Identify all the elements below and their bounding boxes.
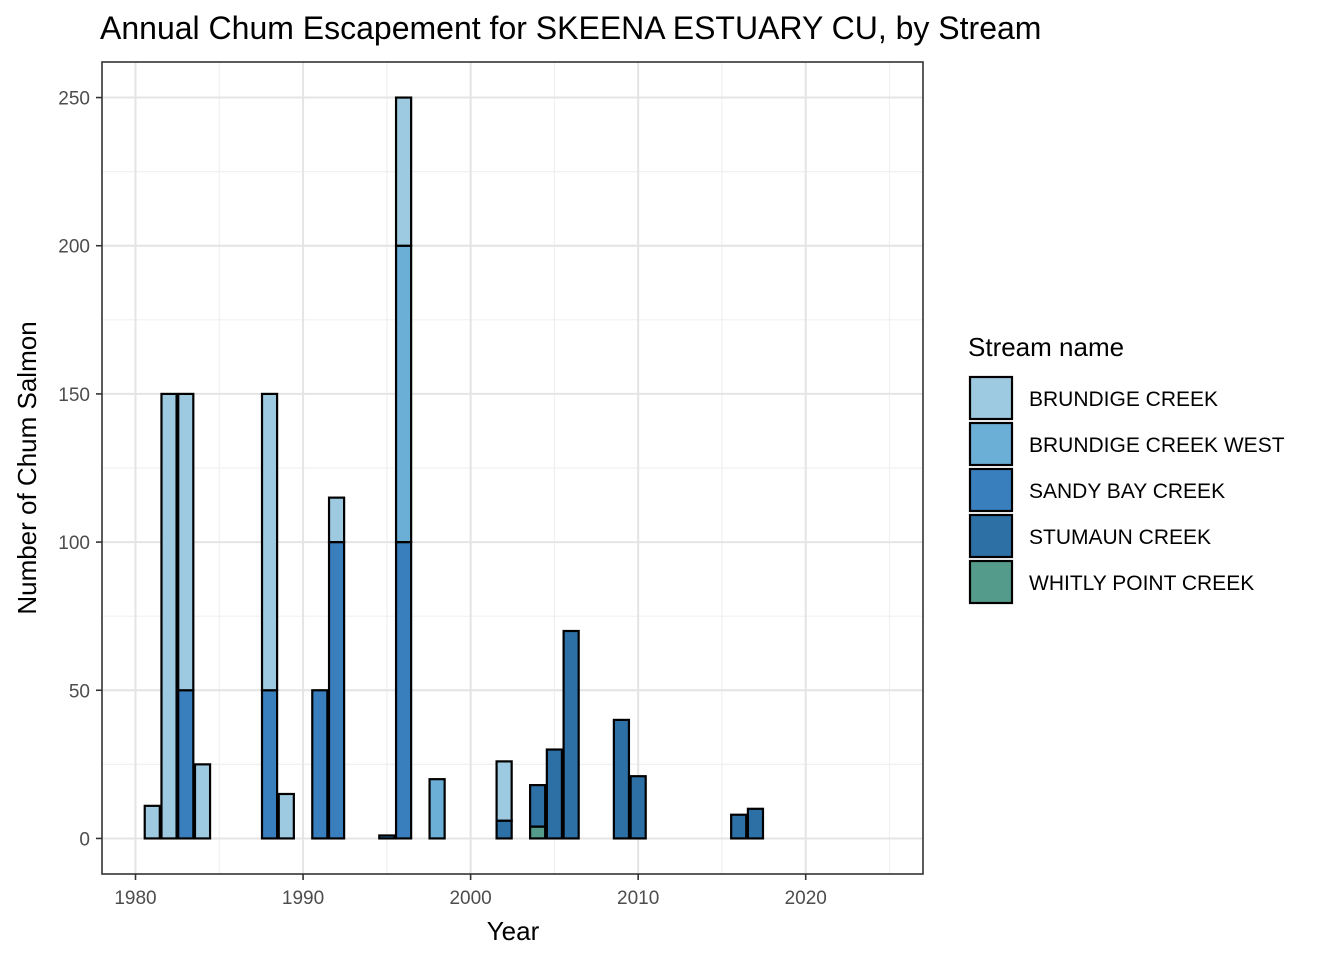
bar-segment (277, 792, 295, 840)
legend-swatch (968, 513, 1014, 559)
bar-segment (177, 689, 195, 840)
grid (102, 62, 923, 874)
bar-segment (327, 540, 346, 840)
x-tick-label: 2020 (785, 888, 827, 909)
legend-item-label: BRUNDIGE CREEK (1029, 388, 1218, 411)
legend-item-label: WHITLY POINT CREEK (1029, 572, 1254, 595)
legend-swatch (968, 375, 1014, 421)
bar-segment (394, 96, 413, 247)
bar-segment (378, 834, 396, 840)
legend-swatch (968, 559, 1014, 605)
bar-segment (311, 689, 329, 840)
bar-segment (428, 778, 446, 840)
legend-swatch (968, 467, 1014, 513)
bar-segment (528, 783, 547, 828)
bar-segment (612, 718, 631, 840)
bar-segment (177, 392, 195, 692)
y-axis-title: Number of Chum Salmon (12, 321, 42, 614)
bar-segment (160, 392, 178, 840)
axes: 1980 1990 2000 2010 2020 0 50 100 150 200 250 (58, 89, 827, 909)
legend-item-label: SANDY BAY CREEK (1029, 480, 1225, 503)
bar-segment (746, 807, 765, 840)
y-tick-label: 100 (58, 533, 90, 554)
x-tick-label: 1980 (114, 888, 156, 909)
bar-segment (394, 540, 413, 840)
y-tick-label: 250 (58, 89, 90, 110)
y-tick-label: 200 (58, 237, 90, 258)
bar-segment (528, 825, 547, 840)
legend-title: Stream name (968, 332, 1124, 362)
chart-title: Annual Chum Escapement for SKEENA ESTUAR… (100, 10, 1041, 46)
y-tick-label: 50 (69, 681, 90, 702)
bar-segment (143, 804, 161, 840)
plot-panel (101, 61, 924, 875)
bars (143, 96, 765, 840)
bar-segment (260, 689, 279, 840)
bar-segment (495, 819, 513, 840)
legend-swatch (968, 421, 1014, 467)
y-tick-label: 150 (58, 385, 90, 406)
x-axis-title: Year (487, 916, 540, 946)
bar-segment (562, 629, 580, 840)
x-tick-label: 2010 (617, 888, 659, 909)
x-tick-label: 1990 (282, 888, 324, 909)
legend-item-label: BRUNDIGE CREEK WEST (1029, 434, 1285, 457)
y-tick-label: 0 (79, 829, 90, 850)
bar-segment (327, 496, 346, 544)
bar-segment (495, 760, 513, 822)
bar-segment (193, 763, 212, 840)
bar-segment (629, 775, 647, 840)
legend: Stream name BRUNDIGE CREEK BRUNDIGE CREEK… (968, 332, 1285, 605)
x-tick-label: 2000 (449, 888, 491, 909)
bar-segment (260, 392, 279, 692)
bar-segment (730, 813, 748, 840)
legend-item-label: STUMAUN CREEK (1029, 526, 1211, 549)
bar-segment (545, 748, 564, 840)
bar-segment (394, 244, 413, 544)
